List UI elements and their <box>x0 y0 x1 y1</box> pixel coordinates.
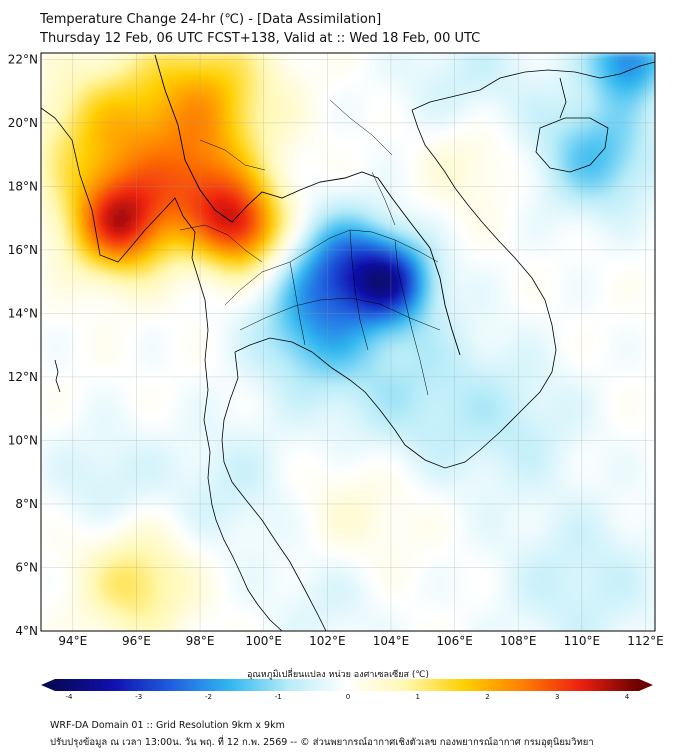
latitude-labels: 22°N 20°N 18°N 16°N 14°N 12°N 10°N 8°N 6°N 4°N <box>8 52 38 638</box>
andaman-islands <box>54 359 61 393</box>
province-borders-b <box>239 297 441 331</box>
lon-tick-label: 104°E <box>373 634 410 648</box>
colorbar-tick-label: 3 <box>555 693 559 700</box>
plot-frame <box>40 52 656 632</box>
lon-tick-label: 102°E <box>309 634 346 648</box>
province-borders-c <box>289 261 306 346</box>
footer-model-info: WRF-DA Domain 01 :: Grid Resolution 9km … <box>50 720 285 731</box>
footer-credit: ปรับปรุงข้อมูล ณ เวลา 13:00น. วัน พฤ. ที… <box>50 737 594 748</box>
lon-tick-label: 100°E <box>245 634 282 648</box>
longitude-labels: 94°E 96°E 98°E 100°E 102°E 104°E 106°E 108°E 110… <box>58 634 663 648</box>
lat-tick-label: 6°N <box>15 560 38 574</box>
province-borders-d <box>349 229 369 351</box>
lat-tick-label: 8°N <box>15 497 38 511</box>
lat-tick-label: 14°N <box>8 306 38 320</box>
colorbar-tick-label: -2 <box>205 693 212 700</box>
temperature-map: 22°N 20°N 18°N 16°N 14°N 12°N 10°N 8°N 6°N 4°N 94… <box>8 52 664 700</box>
china-coastline <box>411 61 655 111</box>
lat-tick-label: 4°N <box>15 624 38 638</box>
colorbar-max-arrow <box>639 679 653 691</box>
province-borders-e <box>394 239 429 396</box>
peninsula-west-coast <box>215 519 283 631</box>
province-borders-i <box>371 171 396 226</box>
colorbar-tick-label: -4 <box>66 693 74 700</box>
colorbar-ticks: -4 -3 -2 -1 0 1 2 3 4 <box>66 693 630 700</box>
lon-tick-label: 98°E <box>186 634 215 648</box>
lat-tick-label: 20°N <box>8 116 38 130</box>
lat-tick-label: 22°N <box>8 52 38 66</box>
lon-tick-label: 96°E <box>122 634 151 648</box>
lat-tick-label: 18°N <box>8 179 38 193</box>
myanmar-coastline <box>41 107 217 521</box>
lat-tick-label: 16°N <box>8 243 38 257</box>
gulf-of-thailand-coast <box>234 337 406 446</box>
lon-tick-label: 110°E <box>564 634 601 648</box>
colorbar <box>55 679 639 691</box>
colorbar-tick-label: -3 <box>135 693 142 700</box>
peninsula-east-coast <box>221 351 327 631</box>
lat-tick-label: 12°N <box>8 370 38 384</box>
temperature-field <box>41 53 655 631</box>
leizhou-peninsula <box>559 77 567 119</box>
province-borders-h <box>329 99 393 156</box>
colorbar-min-arrow <box>41 679 55 691</box>
coastlines-and-borders <box>41 54 655 631</box>
lon-tick-label: 112°E <box>627 634 664 648</box>
lat-tick-label: 10°N <box>8 433 38 447</box>
lon-tick-label: 108°E <box>500 634 537 648</box>
map-subtitle: Thursday 12 Feb, 06 UTC FCST+138, Valid … <box>40 31 481 46</box>
map-title: Temperature Change 24-hr (℃) - [Data Ass… <box>40 12 382 27</box>
province-borders-g <box>199 139 266 171</box>
colorbar-tick-label: 4 <box>625 693 630 700</box>
colorbar-title: อุณหภูมิเปลี่ยนแปลง หน่วย องศาเซลเซียส (… <box>246 670 430 680</box>
country-border-north <box>154 54 461 356</box>
vietnam-coastline <box>404 109 557 469</box>
colorbar-tick-label: 1 <box>416 693 420 700</box>
lon-tick-label: 106°E <box>436 634 473 648</box>
lon-tick-label: 94°E <box>58 634 87 648</box>
colorbar-tick-label: 2 <box>485 693 489 700</box>
colorbar-tick-label: -1 <box>275 693 282 700</box>
colorbar-tick-label: 0 <box>346 693 350 700</box>
province-borders-a <box>224 229 439 306</box>
province-borders-f <box>179 224 263 263</box>
hainan-island <box>535 117 609 173</box>
gridlines <box>41 53 655 631</box>
